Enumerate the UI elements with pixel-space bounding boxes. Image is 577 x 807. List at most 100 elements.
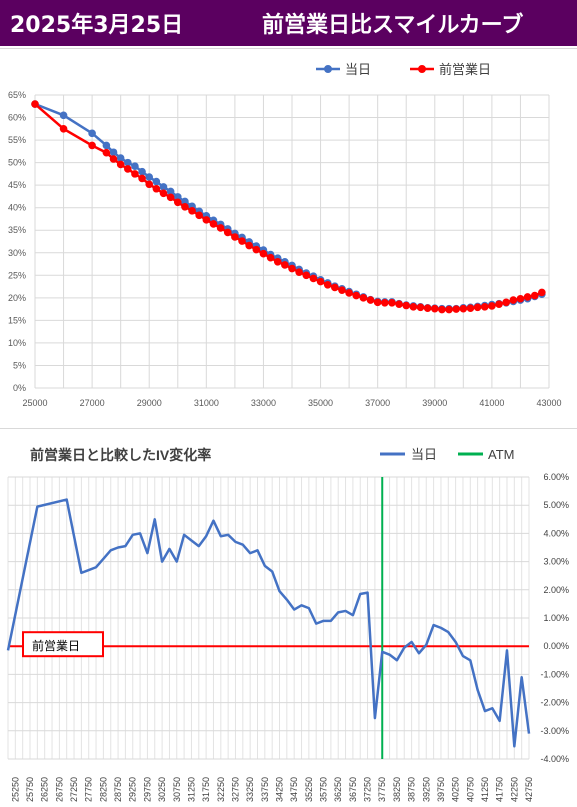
legend-label: 前営業日 — [439, 62, 491, 77]
data-point — [331, 283, 339, 292]
data-point — [102, 148, 111, 157]
data-point — [430, 304, 439, 313]
data-point — [302, 271, 311, 280]
page-header: 2025年3月25日 前営業日比スマイルカーブ — [0, 0, 577, 48]
data-point — [416, 303, 425, 312]
x-tick-label: 34750 — [289, 777, 299, 802]
x-tick-label: 33000 — [251, 398, 276, 408]
x-tick-label: 43000 — [536, 398, 561, 408]
x-tick-label: 27750 — [84, 777, 94, 802]
data-point — [273, 257, 282, 266]
data-point — [138, 174, 146, 183]
data-point — [359, 294, 368, 302]
data-point — [466, 304, 475, 313]
header-date: 2025年3月25日 — [10, 13, 184, 38]
x-tick-label: 42250 — [509, 777, 519, 802]
data-point — [245, 241, 253, 250]
y-tick-label: 5% — [13, 360, 26, 370]
data-point — [309, 274, 318, 283]
x-tick-label: 41750 — [495, 777, 505, 802]
data-point — [459, 304, 468, 313]
data-point — [109, 155, 118, 163]
data-point — [388, 299, 396, 307]
data-point — [231, 233, 239, 241]
x-tick-label: 35000 — [308, 398, 333, 408]
data-point — [452, 305, 460, 313]
y-tick-label: 65% — [8, 90, 26, 100]
data-point — [281, 261, 289, 269]
y-tick-label: 2.00% — [543, 585, 569, 595]
x-tick-label: 33250 — [245, 777, 255, 802]
x-tick-label: 39250 — [421, 777, 431, 802]
data-point — [159, 189, 168, 198]
data-point — [338, 286, 346, 294]
y-tick-label: 40% — [8, 203, 26, 213]
data-point — [509, 296, 518, 304]
y-tick-label: 20% — [8, 293, 26, 303]
x-tick-label: 41000 — [479, 398, 504, 408]
y-tick-label: 55% — [8, 135, 26, 145]
data-point — [345, 289, 353, 297]
data-point — [538, 288, 546, 297]
data-point — [438, 305, 446, 314]
data-point — [381, 299, 389, 307]
x-tick-label: 37250 — [363, 777, 373, 802]
x-tick-label: 28750 — [113, 777, 123, 802]
x-tick-label: 36750 — [348, 777, 358, 802]
y-tick-label: 4.00% — [543, 528, 569, 538]
x-tick-label: 40750 — [465, 777, 475, 802]
data-point — [159, 183, 168, 191]
data-point — [295, 268, 303, 276]
data-point — [131, 162, 139, 171]
x-tick-label: 35250 — [304, 777, 314, 802]
data-point — [202, 216, 211, 224]
data-point — [109, 148, 118, 157]
data-point — [409, 303, 418, 311]
header-title: 前営業日比スマイルカーブ — [262, 13, 524, 38]
data-point — [166, 193, 175, 202]
data-point — [488, 302, 496, 310]
data-point — [124, 165, 132, 173]
y-tick-label: 5.00% — [543, 500, 569, 510]
reference-label-box — [22, 631, 104, 658]
legend-label: 当日 — [411, 447, 437, 462]
y-tick-label: 35% — [8, 225, 26, 235]
legend-marker — [324, 65, 332, 73]
data-point — [402, 301, 411, 310]
y-tick-label: 45% — [8, 180, 26, 190]
x-tick-label: 28250 — [98, 777, 108, 802]
series-line — [6, 498, 531, 748]
data-point — [124, 158, 132, 167]
data-point — [480, 303, 489, 311]
data-point — [216, 224, 225, 232]
data-point — [445, 305, 453, 314]
x-tick-label: 34250 — [275, 777, 285, 802]
y-tick-label: 1.00% — [543, 613, 569, 623]
x-tick-label: 32250 — [216, 777, 226, 802]
x-tick-label: 25250 — [10, 777, 20, 802]
y-tick-label: -2.00% — [540, 698, 569, 708]
x-tick-label: 30250 — [157, 777, 167, 802]
y-tick-label: 30% — [8, 248, 26, 258]
x-tick-label: 35750 — [319, 777, 329, 802]
legend-marker — [418, 65, 426, 73]
x-tick-label: 38750 — [407, 777, 417, 802]
data-point — [238, 237, 246, 245]
y-tick-label: 25% — [8, 270, 26, 280]
x-tick-label: 37750 — [377, 777, 387, 802]
data-point — [366, 296, 375, 304]
reference-label: 前営業日 — [32, 638, 80, 653]
data-point — [102, 141, 111, 150]
x-tick-label: 31250 — [186, 777, 196, 802]
data-point — [209, 220, 218, 228]
data-point — [266, 253, 275, 262]
data-point — [259, 249, 268, 258]
series-line — [34, 103, 543, 311]
x-tick-label: 26250 — [40, 777, 50, 802]
x-tick-label: 42750 — [524, 777, 534, 802]
y-tick-label: 60% — [8, 113, 26, 123]
data-point — [395, 300, 403, 308]
x-tick-label: 32750 — [230, 777, 240, 802]
data-point — [323, 280, 332, 289]
smile-curve-chart: 0% 5% 10% 15% 20% 25% 30% 35% 40% 45% 50% 55% 60% 65%… — [8, 62, 562, 408]
